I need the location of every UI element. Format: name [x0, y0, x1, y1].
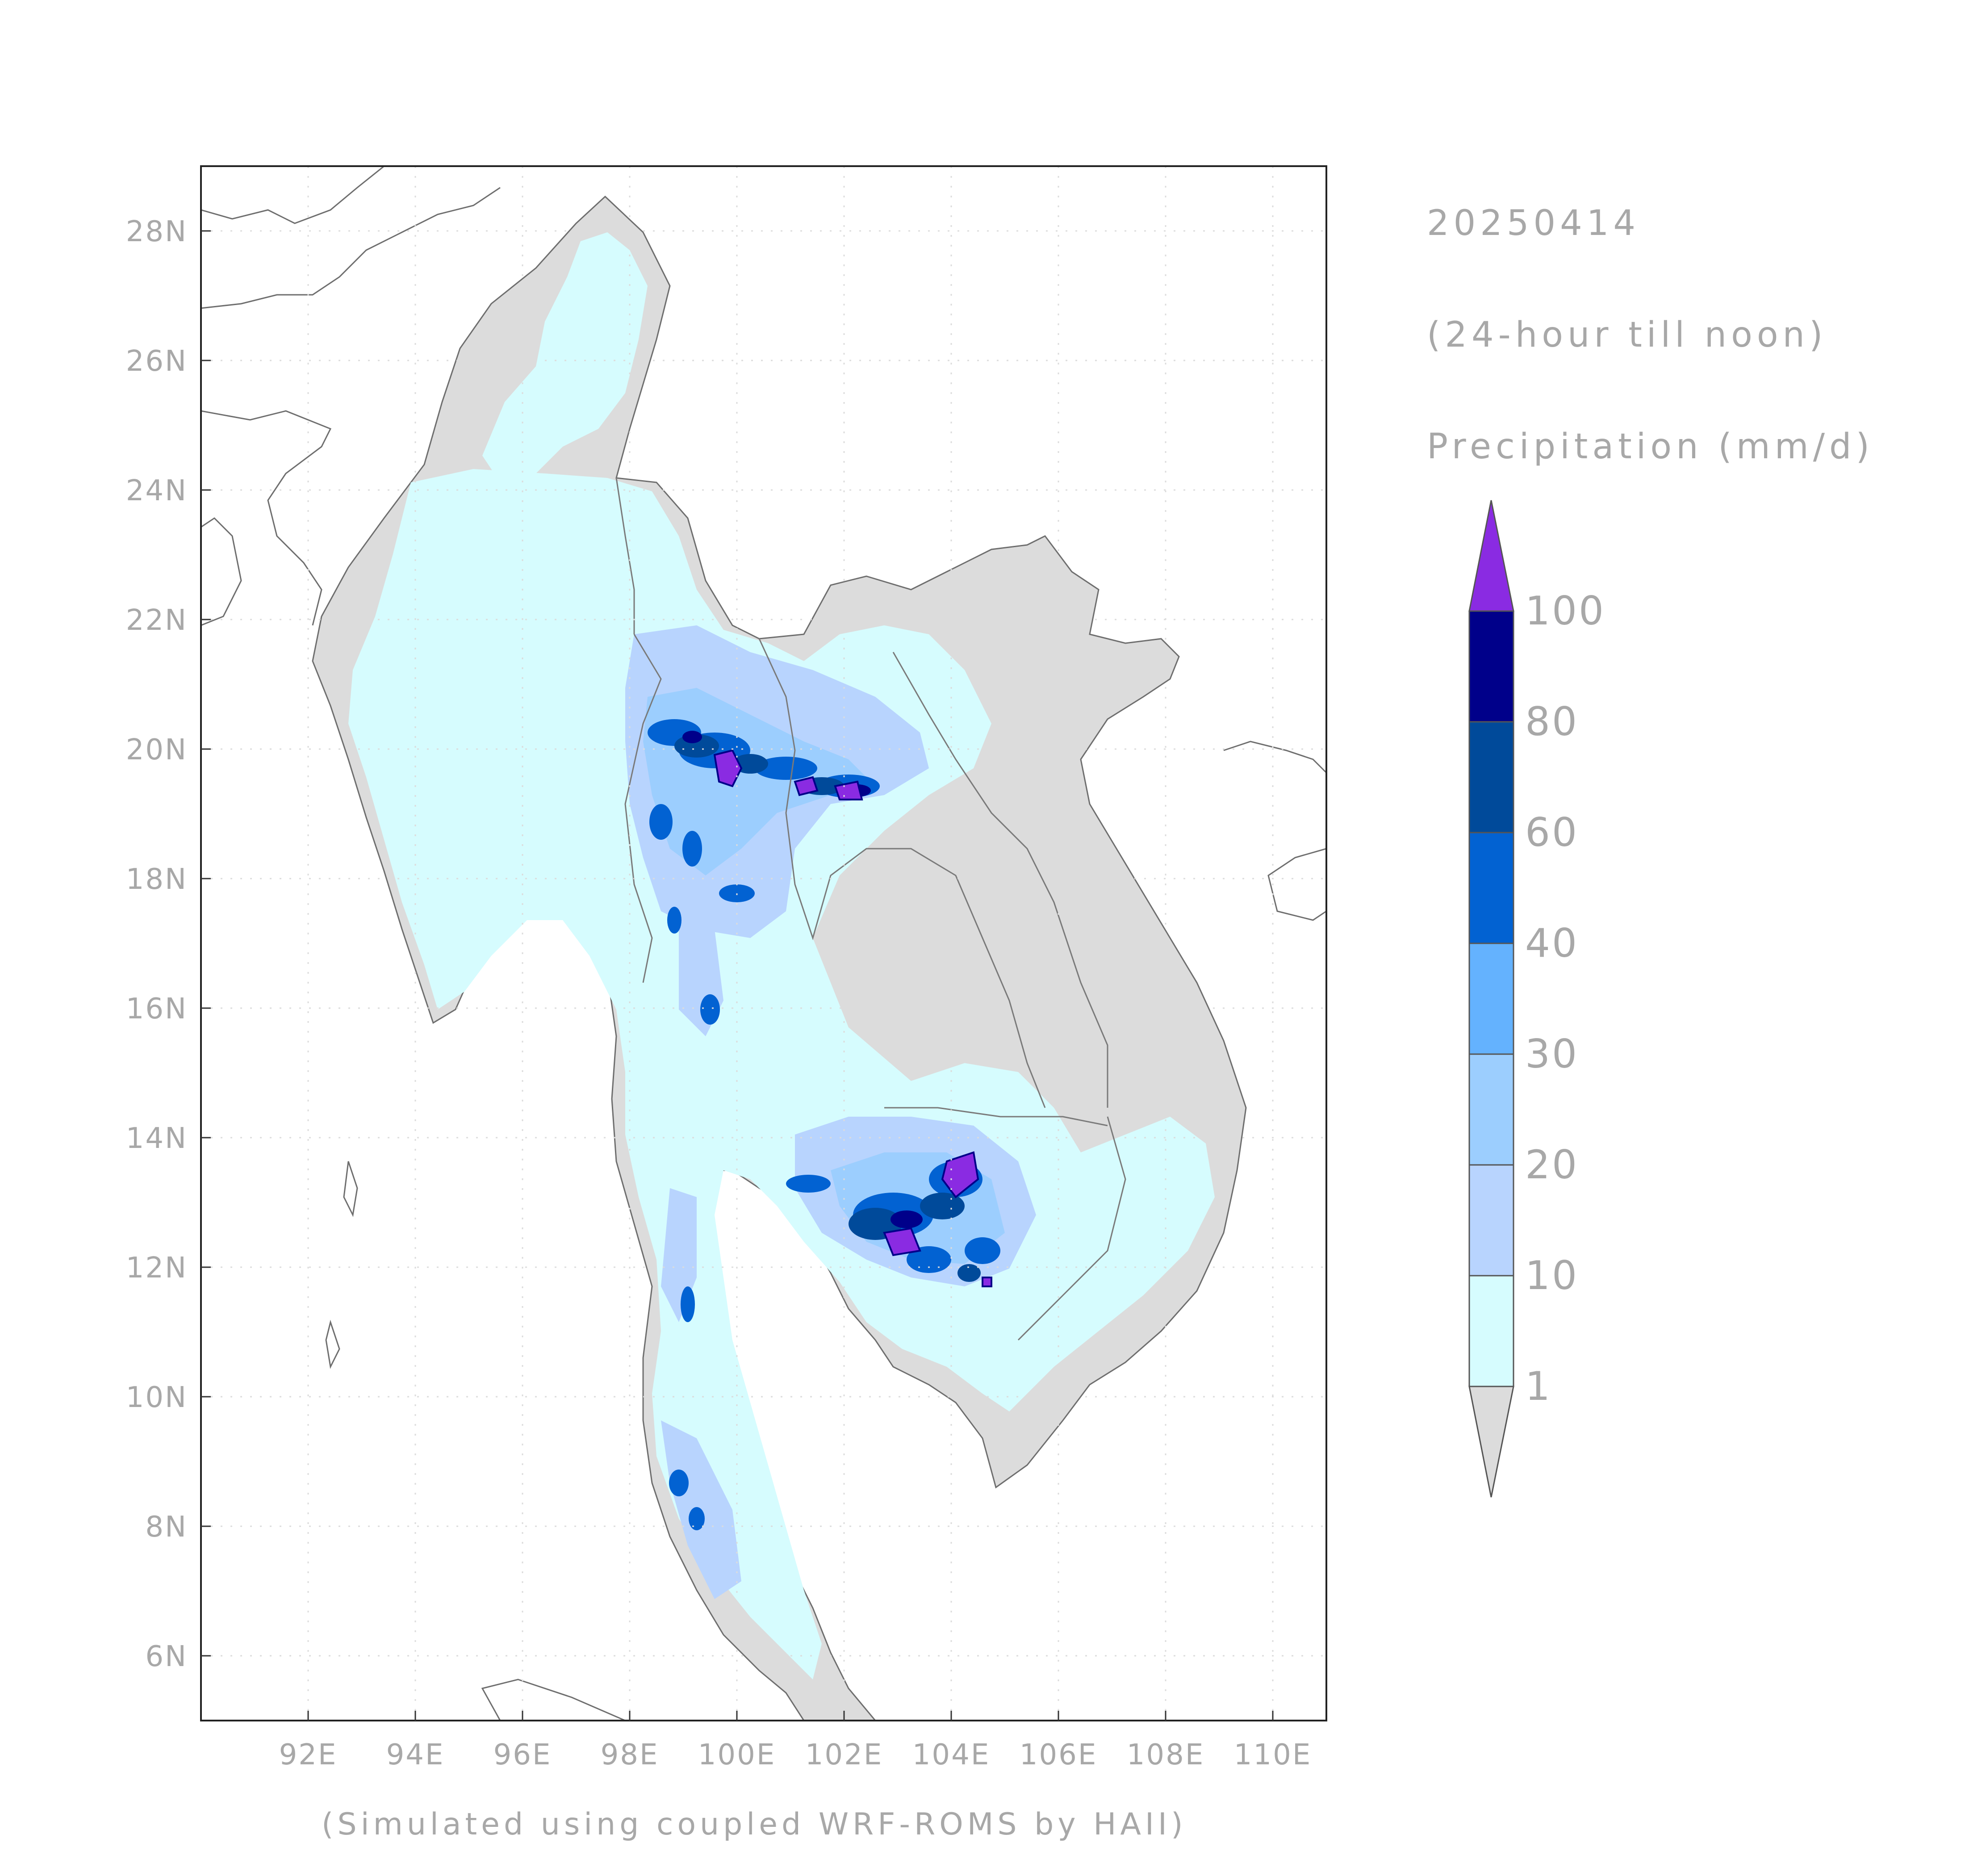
y-tick-label: 28N	[126, 215, 188, 248]
y-tick-label: 6N	[145, 1640, 188, 1673]
colorbar-label: 10	[1525, 1252, 1579, 1298]
x-tick-label: 110E	[1234, 1738, 1312, 1771]
x-tick-label: 92E	[279, 1738, 338, 1771]
colorbar-over-triangle	[1468, 500, 1514, 612]
forecast-date: 20250414	[1427, 203, 1640, 243]
x-tick-label: 102E	[805, 1738, 883, 1771]
x-tick-label: 94E	[386, 1738, 445, 1771]
rain-1-10	[348, 232, 1215, 1679]
colorbar-label: 60	[1525, 809, 1579, 855]
y-axis: 6N 8N 10N 12N 14N 16N 18N 20N 22N 24N 26…	[126, 215, 211, 1673]
x-tick-label: 106E	[1020, 1738, 1098, 1771]
colorbar-label: 20	[1525, 1142, 1579, 1188]
x-tick-label: 98E	[601, 1738, 659, 1771]
map-content	[201, 166, 1326, 1721]
colorbar-segment-20-30	[1468, 1053, 1514, 1166]
footer-credit: (Simulated using coupled WRF-ROMS by HAI…	[322, 1807, 1187, 1842]
x-tick-label: 96E	[493, 1738, 552, 1771]
y-tick-label: 16N	[126, 992, 188, 1026]
rain-over-100	[713, 749, 992, 1287]
x-tick-label: 100E	[698, 1738, 776, 1771]
y-tick-label: 14N	[126, 1122, 188, 1155]
colorbar-label: 30	[1525, 1031, 1579, 1077]
y-tick-label: 8N	[145, 1511, 188, 1544]
x-tick-label: 104E	[912, 1738, 991, 1771]
y-tick-label: 26N	[126, 345, 188, 378]
colorbar-segment-40-60	[1468, 832, 1514, 944]
y-tick-label: 12N	[126, 1252, 188, 1285]
colorbar-under-triangle	[1468, 1386, 1514, 1498]
colorbar-segment-1-10	[1468, 1275, 1514, 1387]
colorbar-label: 100	[1525, 588, 1605, 634]
colorbar-segment-30-40	[1468, 942, 1514, 1055]
colorbar-label: 80	[1525, 699, 1579, 745]
country-borders	[615, 477, 1126, 1341]
colorbar: 100 80 60 40 30 20 10 1	[1468, 500, 1605, 1498]
rain-20-30	[643, 688, 1005, 1264]
colorbar-label: 40	[1525, 920, 1579, 966]
colorbar-label: 1	[1525, 1363, 1552, 1409]
y-tick-label: 22N	[126, 604, 188, 637]
variable-title: Precipitation (mm/d)	[1427, 427, 1874, 467]
rain-10-20	[625, 625, 1036, 1599]
y-tick-label: 18N	[126, 863, 188, 896]
colorbar-segment-80-100	[1468, 610, 1514, 723]
y-tick-label: 10N	[126, 1381, 188, 1414]
x-tick-label: 108E	[1127, 1738, 1205, 1771]
gridlines	[201, 166, 1326, 1721]
colorbar-segment-10-20	[1468, 1164, 1514, 1277]
y-tick-label: 24N	[126, 474, 188, 507]
x-axis: 92E 94E 96E 98E 100E 102E 104E 106E 108E…	[279, 1711, 1312, 1771]
accumulation-period: (24-hour till noon)	[1427, 315, 1827, 355]
y-tick-label: 20N	[126, 733, 188, 766]
map-frame	[200, 165, 1327, 1721]
colorbar-segment-60-80	[1468, 721, 1514, 833]
